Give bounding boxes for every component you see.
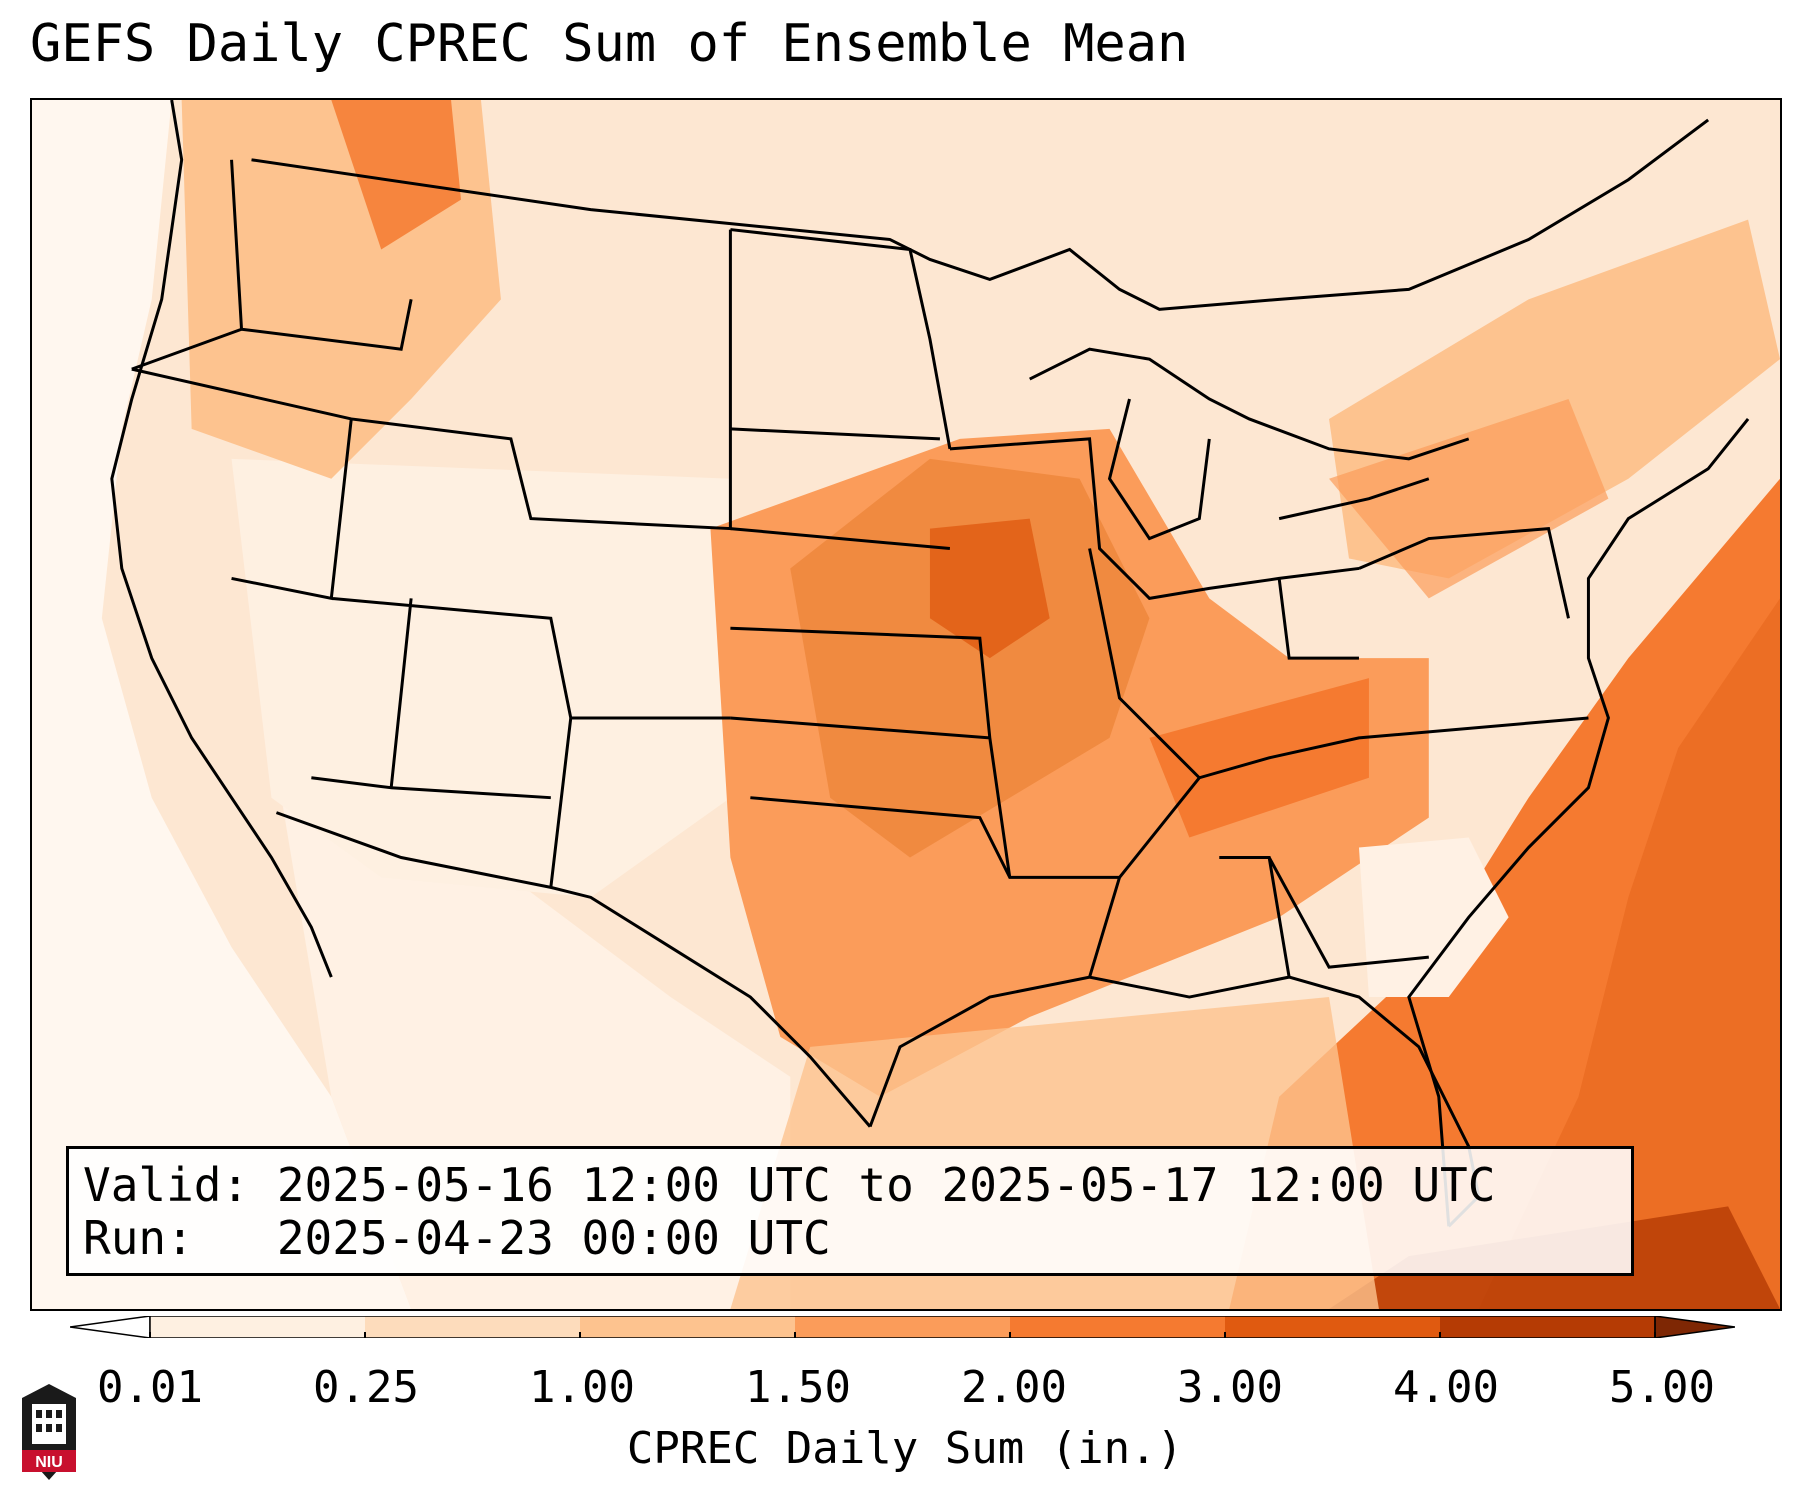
colorbar-tick-label: 0.01 [97,1362,203,1413]
colorbar [70,1316,1735,1338]
colorbar-extension-low [70,1316,151,1338]
pacific-light-area [32,100,412,1309]
colorbar-tick-label: 3.00 [1177,1362,1283,1413]
colorbar-segment [365,1316,581,1338]
colorbar-segment [1225,1316,1441,1338]
atlantic-coast [1407,418,1750,1227]
state-lines-east [949,437,1589,978]
colorbar-segments [70,1316,1735,1338]
colorbar-tick-label: 1.50 [745,1362,851,1413]
colorbar-tick-label: 4.00 [1393,1362,1499,1413]
precip-shading [32,100,1780,1309]
state-lines-west [131,159,732,888]
colorbar-segment [795,1316,1011,1338]
colorbar-segment [1440,1316,1656,1338]
political-boundaries [110,100,1750,1228]
colorbar-segment [580,1316,796,1338]
state-lines-central [730,228,1122,978]
colorbar-outline [149,1316,1656,1338]
map-canvas [32,100,1780,1309]
colorbar-tick-label: 2.00 [961,1362,1067,1413]
mexico-border [275,811,872,1128]
us-canada-border [251,118,1710,311]
valid-time-text: Valid: 2025-05-16 12:00 UTC to 2025-05-1… [83,1158,1496,1212]
colorbar-tick-label: 0.25 [313,1362,419,1413]
colorbar-tick-label: 5.00 [1609,1362,1715,1413]
great-lakes [1029,347,1470,541]
colorbar-segment [150,1316,366,1338]
run-time-text: Run: 2025-04-23 00:00 UTC [83,1211,831,1265]
colorbar-segment [1010,1316,1226,1338]
validity-info-box: Valid: 2025-05-16 12:00 UTC to 2025-05-1… [66,1146,1634,1276]
us-coastline-west [110,100,333,978]
logo-text: NIU [35,1454,63,1471]
colorbar-extension-high [1654,1316,1735,1338]
map-title: GEFS Daily CPREC Sum of Ensemble Mean [30,14,1189,74]
colorbar-tick-label: 1.00 [529,1362,635,1413]
colorbar-ticks [149,1332,1656,1338]
niu-logo: NIU [22,1384,76,1480]
precipitation-map [30,98,1782,1311]
colorbar-label: CPREC Daily Sum (in.) [626,1423,1184,1474]
